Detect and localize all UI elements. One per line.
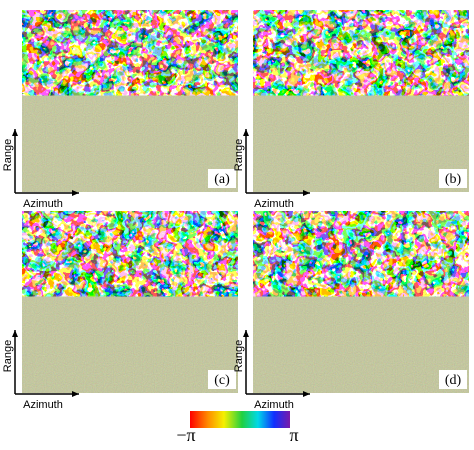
y-axis-label: Range [2,340,14,372]
label-box [208,370,236,389]
x-axis-label: Azimuth [23,198,63,210]
label-box [439,370,467,389]
label-box [439,169,467,188]
panel: (d) Range Azimuth [233,211,469,411]
y-axis-label: Range [233,340,245,372]
panel: (a) Range Azimuth [2,10,238,210]
panel-label: (c) [214,373,230,388]
label-box [208,169,236,188]
colorbar-gradient [190,411,290,428]
panel-label: (a) [214,172,230,187]
panel-label: (b) [445,172,462,187]
sea-area [22,296,238,393]
x-axis-label: Azimuth [254,198,294,210]
panel: (b) Range Azimuth [233,10,469,210]
x-axis-label: Azimuth [23,399,63,411]
panel: (c) Range Azimuth [2,211,238,411]
panel-label: (d) [445,373,462,388]
sea-area [253,296,469,393]
colorbar-max-label: π [289,425,298,445]
sea-area [22,95,238,192]
x-axis-label: Azimuth [254,399,294,411]
y-axis-label: Range [2,139,14,171]
colorbar: −π π [176,411,299,445]
colorbar-min-label: −π [176,425,195,445]
y-axis-label: Range [233,139,245,171]
sea-area [253,95,469,192]
